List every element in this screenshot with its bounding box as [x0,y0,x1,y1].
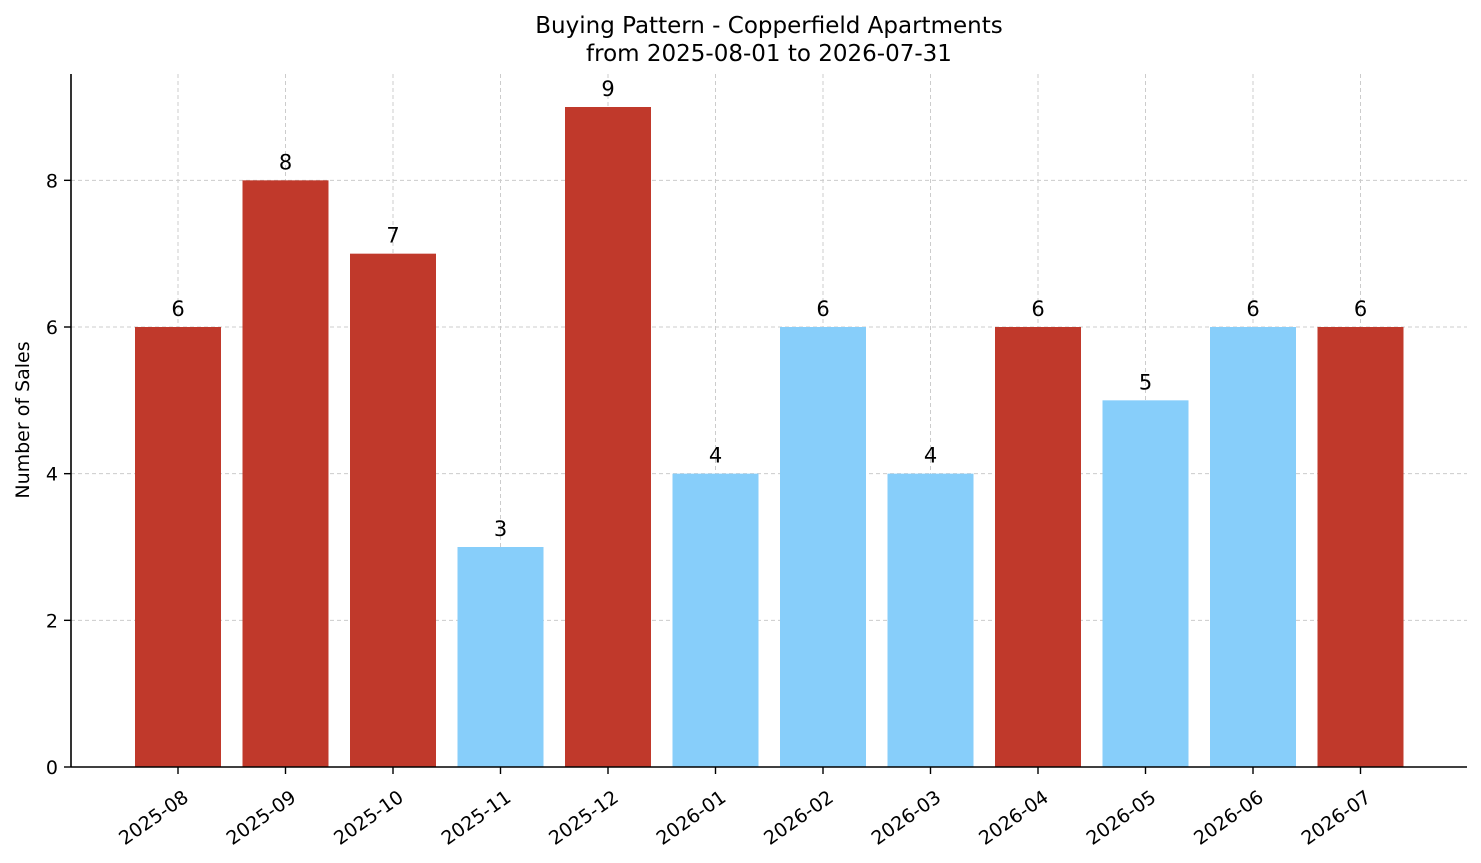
x-tick-label: 2026-01 [653,786,731,850]
y-tick-label: 6 [46,317,58,339]
x-tick-label: 2026-05 [1083,786,1161,850]
x-tick-label: 2025-11 [438,786,516,850]
y-axis-label: Number of Sales [12,341,34,498]
data-label: 6 [816,297,829,321]
data-label: 4 [709,444,722,468]
bar-2026-05 [1102,400,1189,767]
x-tick-label: 2025-08 [115,786,193,850]
data-label: 5 [1139,370,1152,394]
y-tick-label: 4 [46,464,58,486]
x-tick-label: 2026-04 [975,786,1053,850]
x-tick-label: 2026-02 [760,786,838,850]
bar-2026-04 [995,327,1081,767]
data-label: 6 [1031,297,1044,321]
data-label: 3 [494,517,507,541]
bar-2025-10 [350,253,436,767]
bar-2026-07 [1317,327,1404,767]
bar-2026-02 [780,327,866,767]
x-tick-label: 2025-10 [330,786,408,850]
bar-2025-11 [457,547,544,767]
x-tick-label: 2025-09 [223,786,301,850]
data-labels: 6 8 7 3 9 4 6 4 6 5 6 6 [171,77,1367,541]
bars [135,107,1404,768]
data-label: 9 [601,77,614,101]
bar-2025-12 [565,107,651,767]
y-tick-label: 2 [46,610,58,632]
data-label: 4 [924,444,937,468]
x-tick-label: 2026-07 [1298,786,1376,850]
bar-2025-09 [242,180,329,768]
y-tick-label: 0 [46,757,58,779]
chart-title: Buying Pattern - Copperfield Apartments [535,13,1002,39]
x-tick-label: 2026-03 [868,786,946,850]
data-label: 6 [1354,297,1367,321]
x-tick-label: 2025-12 [545,786,623,850]
data-label: 7 [386,224,399,248]
data-label: 6 [1246,297,1259,321]
chart-subtitle: from 2025-08-01 to 2026-07-31 [586,41,952,67]
bar-2026-03 [887,473,974,767]
y-tick-label: 8 [46,170,58,192]
x-tick-label: 2026-06 [1190,786,1268,850]
bar-2025-08 [135,327,221,767]
axes [70,74,1467,768]
bar-2026-01 [672,473,759,767]
data-label: 6 [171,297,184,321]
y-axis-ticks: 0 2 4 6 8 [46,170,71,779]
data-label: 8 [279,150,292,174]
x-axis-ticks: 2025-08 2025-09 2025-10 2025-11 2025-12 2026-… [115,767,1375,850]
bar-2026-06 [1210,327,1296,767]
